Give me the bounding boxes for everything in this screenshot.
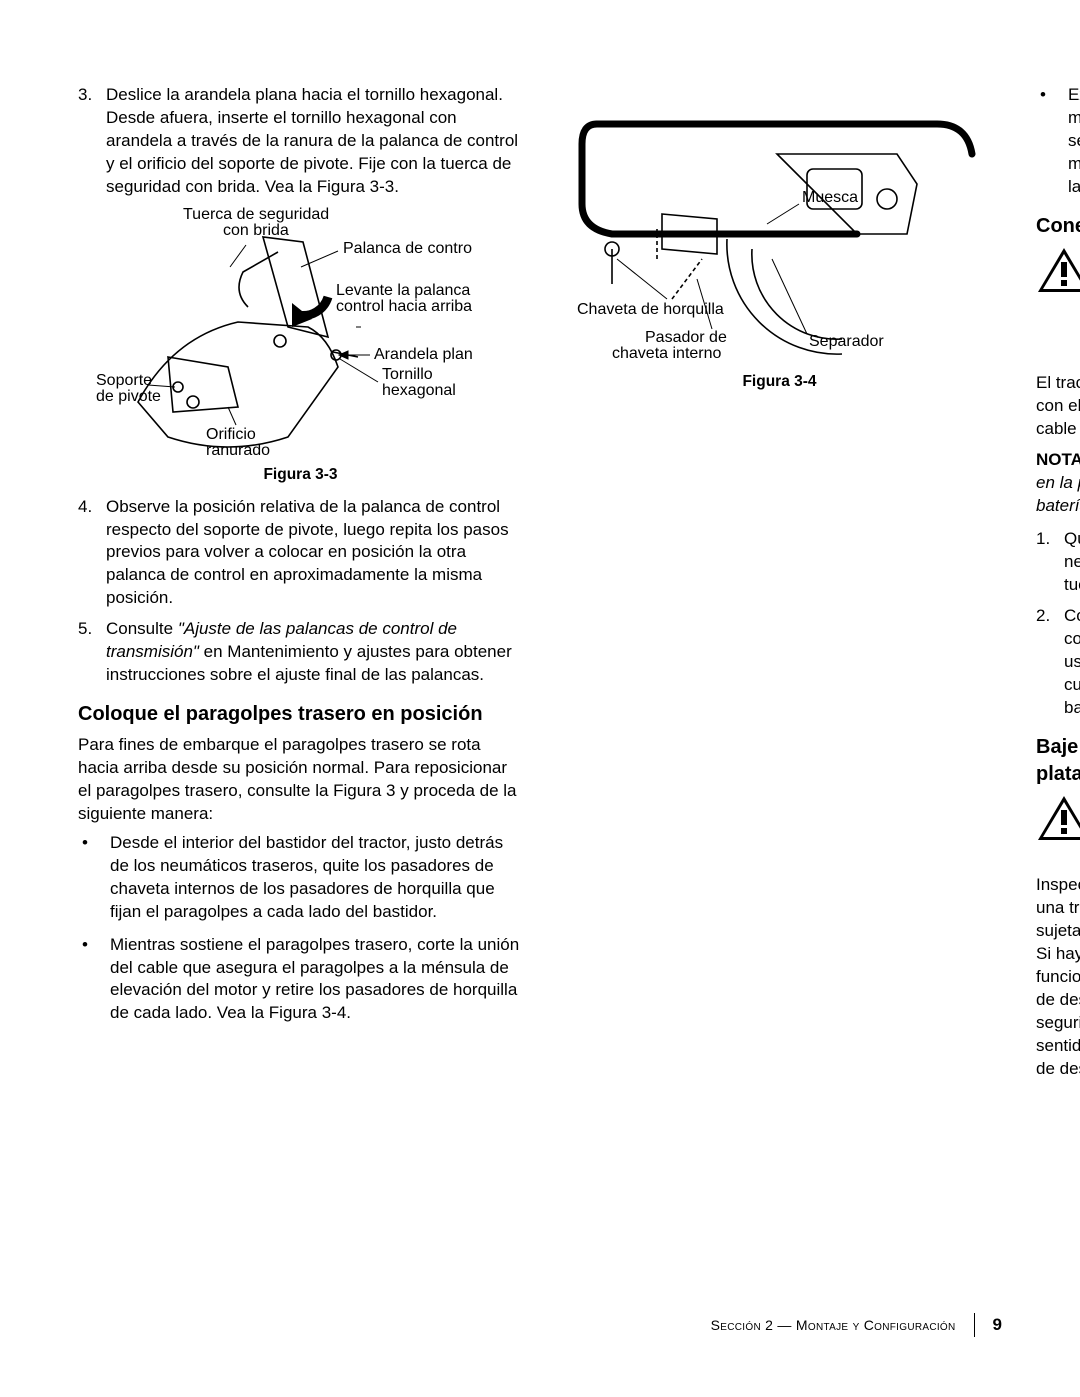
warning-icon	[1036, 794, 1080, 844]
svg-text:Palanca de control: Palanca de control	[343, 240, 473, 257]
warning-deflector: ¡ADVERTENCIA! Nunca opere la plataforma …	[1036, 794, 1080, 863]
bullet-1: • Desde el interior del bastidor del tra…	[78, 832, 523, 924]
p-coloque: Para fines de embarque el paragolpes tra…	[78, 734, 523, 826]
page-footer: Sección 2 — Montaje y Configuración 9	[711, 1313, 1002, 1337]
svg-text:Levante la palanca decontrol h: Levante la palanca decontrol hacia arrib…	[336, 282, 473, 315]
figure-3-4: Muesca Chaveta de horquilla Pasador dech…	[557, 84, 1002, 393]
figure-3-3: Tuerca de seguridadcon brida Palanca de …	[78, 207, 523, 486]
bullet-2: • Mientras sostiene el paragolpes traser…	[78, 934, 523, 1026]
footer-section: Sección 2 — Montaje y Configuración	[711, 1316, 956, 1335]
svg-text:Pasador dechaveta interno: Pasador dechaveta interno	[612, 329, 727, 362]
footer-page: 9	[993, 1314, 1002, 1337]
fig34-caption: Figura 3-4	[557, 372, 1002, 393]
heading-baje: Baje el deflector del canal de descarga …	[1036, 734, 1080, 788]
svg-text:Arandela plana: Arandela plana	[374, 346, 473, 363]
fig33-caption: Figura 3-3	[78, 465, 523, 486]
p-inspeccione: Inspeccione la plataforma de la cortador…	[1036, 874, 1080, 1080]
warning-icon	[1036, 246, 1080, 296]
svg-text:Chaveta de horquilla: Chaveta de horquilla	[577, 301, 724, 318]
heading-conecte: Conecte la batería	[1036, 213, 1080, 240]
rstep-1: 1. Quite el tapón protector (en caso de …	[1036, 528, 1080, 597]
svg-text:Muesca: Muesca	[802, 189, 858, 206]
footer-separator	[974, 1313, 975, 1337]
svg-text:Orificioranurado: Orificioranurado	[206, 426, 270, 457]
svg-text:Soportede pivote: Soportede pivote	[96, 372, 161, 405]
rstep-2: 2. Conecte el cable de batería negativo …	[1036, 605, 1080, 720]
heading-coloque: Coloque el paragolpes trasero en posició…	[78, 701, 523, 728]
bullet-3: • Extraiga el paragolpes y reposicione p…	[1036, 84, 1080, 199]
fig34-svg: Muesca Chaveta de horquilla Pasador dech…	[557, 84, 987, 364]
step-text: Deslice la arandela plana hacia el torni…	[106, 84, 523, 199]
svg-text:Tornillohexagonal: Tornillohexagonal	[382, 366, 456, 399]
step-4: 4. Observe la posición relativa de la pa…	[78, 496, 523, 611]
fig33-svg: Tuerca de seguridadcon brida Palanca de …	[78, 207, 473, 457]
p-tractor: El tractor se embarca con una batería se…	[1036, 372, 1080, 441]
warning-battery: ¡ADVERTENCIA!: Los bornes de la batería,…	[1036, 246, 1080, 361]
step-num: 3.	[78, 84, 106, 199]
svg-text:Tuerca de seguridadcon brida: Tuerca de seguridadcon brida	[183, 207, 329, 239]
svg-text:Separador: Separador	[809, 333, 884, 350]
nota: NOTA: Asegúrese de que el interruptor de…	[1036, 449, 1080, 518]
step-5: 5. Consulte "Ajuste de las palancas de c…	[78, 618, 523, 687]
step-3: 3. Deslice la arandela plana hacia el to…	[78, 84, 523, 199]
